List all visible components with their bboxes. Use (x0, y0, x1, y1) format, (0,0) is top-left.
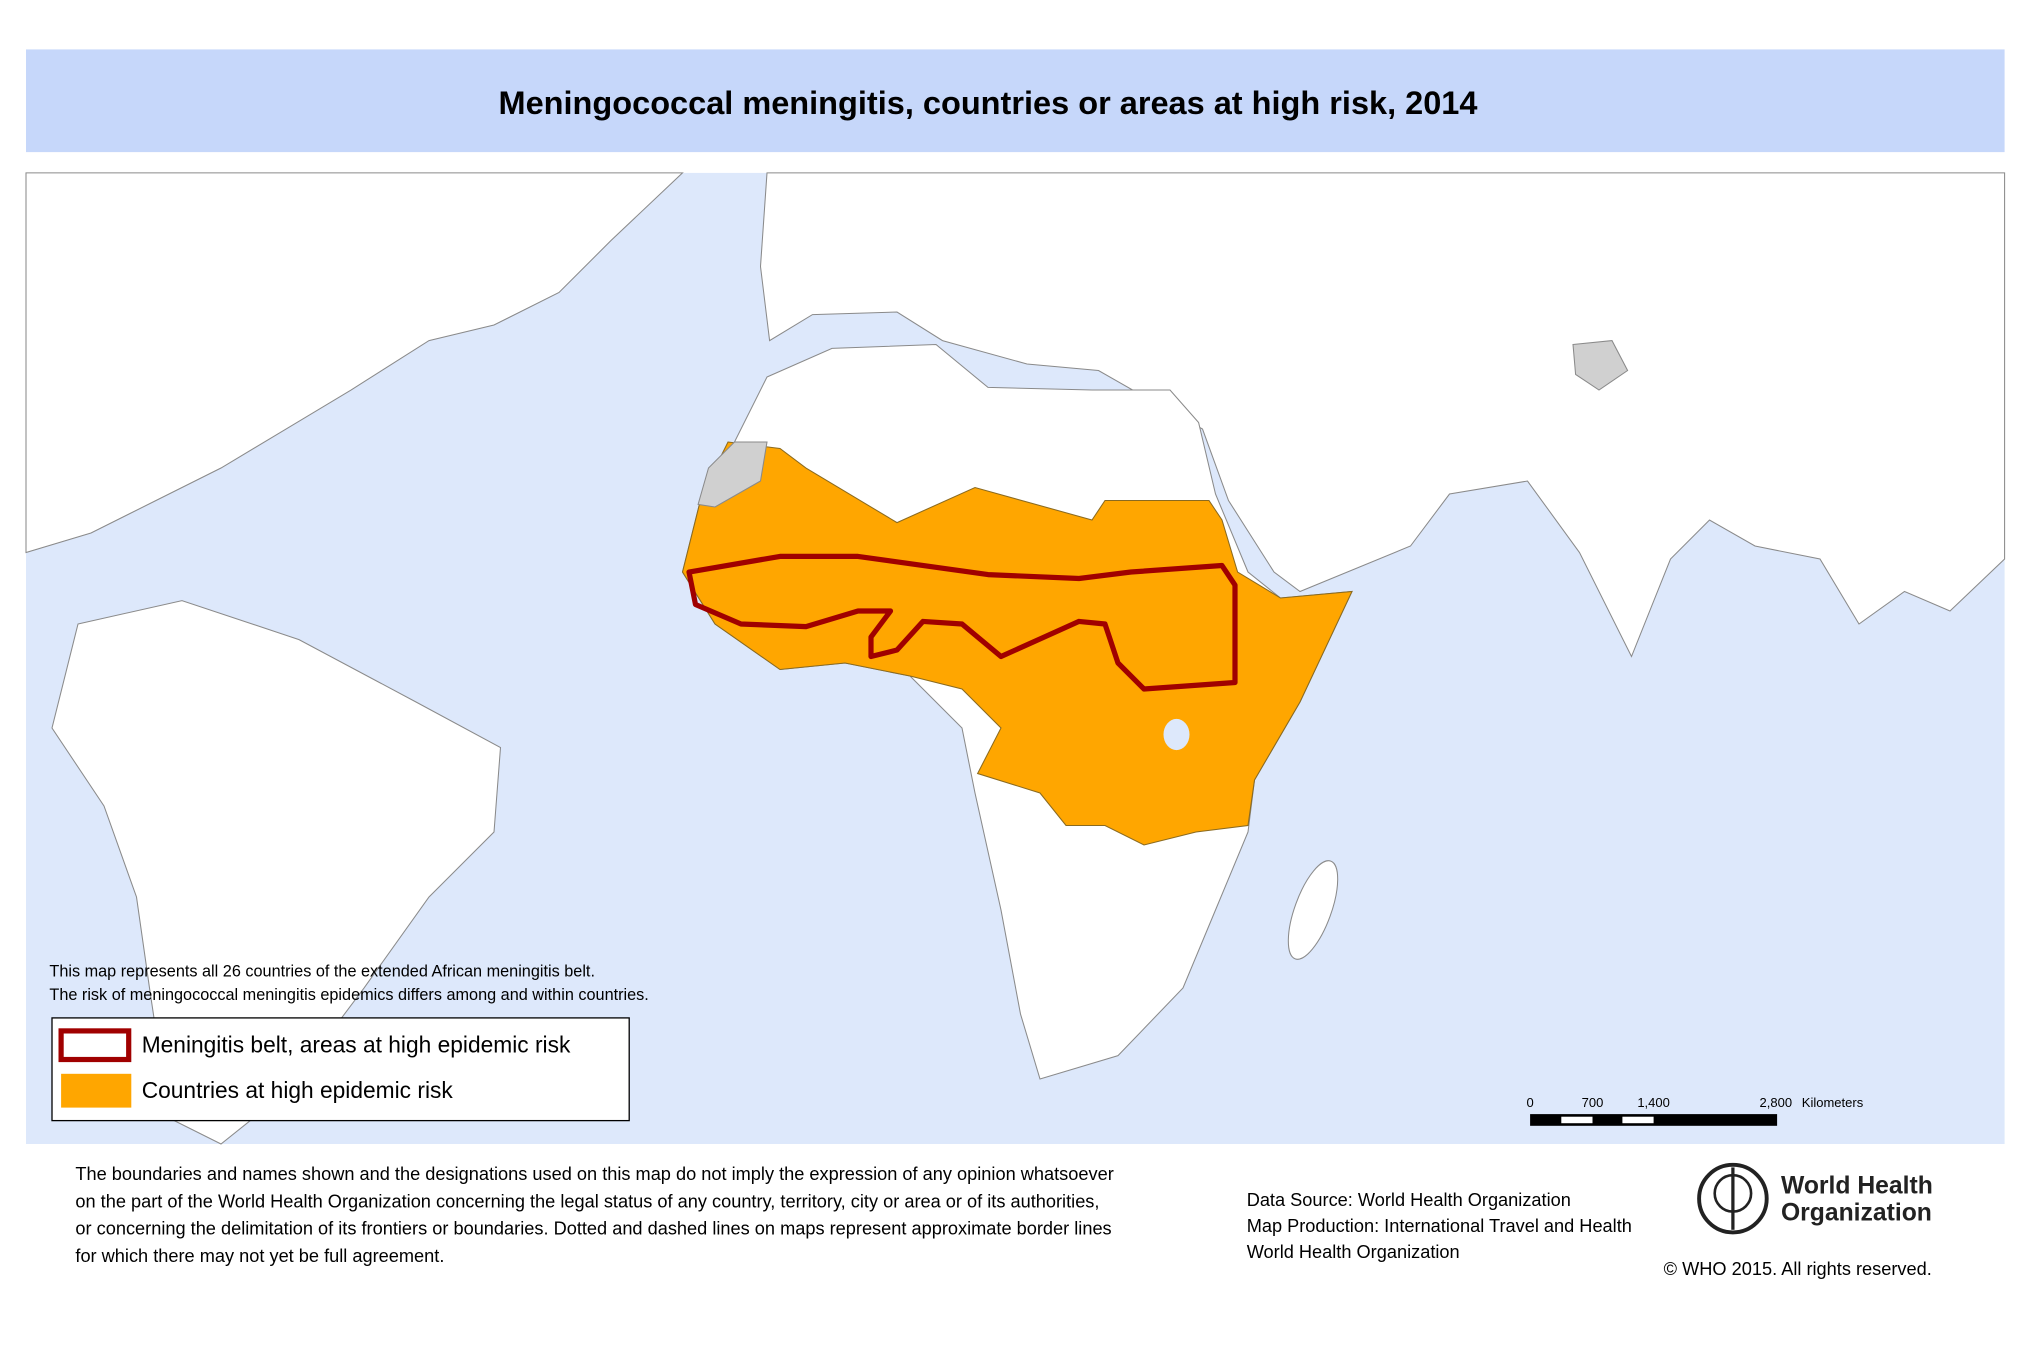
title-bar (26, 49, 2005, 153)
disclaimer-line: or concerning the delimitation of its fr… (75, 1219, 1111, 1239)
credits: Data Source: World Health Organization M… (1247, 1190, 1632, 1262)
disputed-area (1572, 340, 1629, 391)
credit-line: Map Production: International Travel and… (1247, 1216, 1632, 1236)
scale-bar: 0 700 1,400 2,800 Kilometers (1526, 1095, 1864, 1126)
org-name: Organization (1781, 1200, 1932, 1227)
meningitis-belt (686, 553, 1238, 692)
disclaimer-line: on the part of the World Health Organiza… (75, 1191, 1099, 1211)
eurasia (759, 172, 2006, 658)
scale-label: 0 (1526, 1095, 1533, 1110)
legend-swatch (58, 1028, 132, 1063)
scale-label: 700 (1582, 1095, 1604, 1110)
scale-label: 2,800 (1760, 1095, 1793, 1110)
note: The risk of meningococcal meningitis epi… (49, 986, 648, 1004)
title: Meningococcal meningitis, countries or a… (499, 85, 1478, 121)
disclaimer-line: for which there may not yet be full agre… (75, 1246, 444, 1266)
disputed-area (697, 441, 768, 508)
north-america (25, 172, 684, 554)
copyright: © WHO 2015. All rights reserved. (1664, 1259, 1932, 1279)
madagascar (1287, 860, 1339, 960)
scale-bar-segment (1622, 1116, 1654, 1124)
who-logo: World Health Organization (1697, 1162, 1933, 1235)
note: This map represents all 26 countries of … (49, 963, 595, 981)
org-name: World Health (1781, 1172, 1933, 1199)
lake (1163, 718, 1190, 751)
legend-swatch (61, 1073, 132, 1108)
legend (51, 1017, 630, 1122)
credit-line: Data Source: World Health Organization (1247, 1190, 1571, 1210)
map: This map represents all 26 countries of … (25, 172, 2006, 1145)
legend-label: Countries at high epidemic risk (142, 1077, 454, 1103)
credit-line: World Health Organization (1247, 1242, 1460, 1262)
scale-label: 1,400 (1637, 1095, 1670, 1110)
logo-emblem (1697, 1162, 1769, 1235)
legend-label: Meningitis belt, areas at high epidemic … (142, 1032, 571, 1058)
scale-bar-segment (1561, 1116, 1593, 1124)
disclaimer-line: The boundaries and names shown and the d… (75, 1164, 1113, 1184)
disclaimer: The boundaries and names shown and the d… (75, 1164, 1113, 1266)
scale-unit: Kilometers (1802, 1095, 1864, 1110)
